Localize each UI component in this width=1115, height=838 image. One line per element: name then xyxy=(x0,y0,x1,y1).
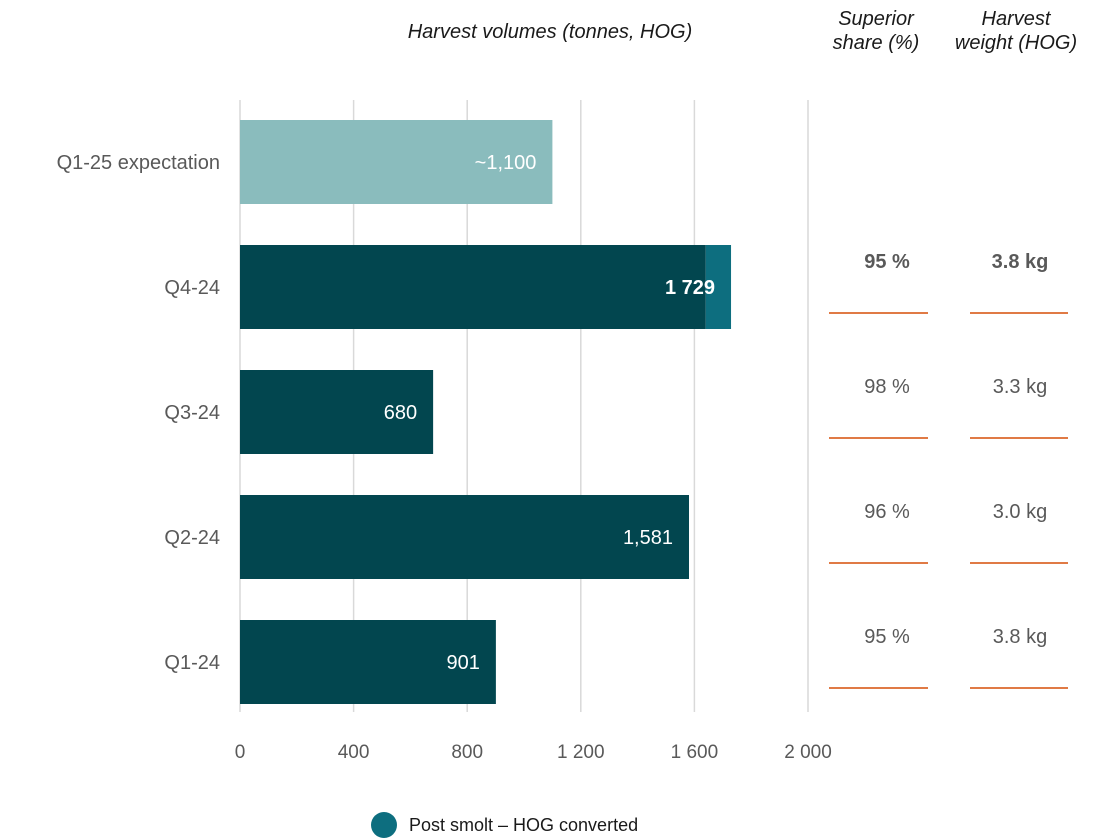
weight-header-line2: weight (HOG) xyxy=(954,32,1078,54)
superior-share-value: 95 % xyxy=(864,251,910,273)
data-label: 1,581 xyxy=(623,527,673,549)
harvest-weight-value: 3.8 kg xyxy=(993,626,1047,648)
x-tick-label: 1 200 xyxy=(557,742,605,763)
superior-share-value: 98 % xyxy=(864,376,910,398)
category-label: Q3-24 xyxy=(164,402,220,424)
data-label: 680 xyxy=(384,402,417,424)
harvest-weight-value: 3.0 kg xyxy=(993,501,1047,523)
bar xyxy=(240,370,434,454)
superior-header-line1: Superior xyxy=(838,8,914,30)
category-label: Q1-24 xyxy=(164,652,220,674)
superior-share-header: Superior share (%) xyxy=(816,7,936,55)
x-tick-label: 400 xyxy=(338,742,370,763)
category-label: Q2-24 xyxy=(164,527,220,549)
x-tick-label: 1 600 xyxy=(671,742,719,763)
data-label: ~1,100 xyxy=(475,152,537,174)
bar xyxy=(240,120,553,204)
category-label: Q1-25 expectation xyxy=(57,152,220,174)
legend-swatch-post-smolt xyxy=(371,812,397,838)
bar xyxy=(240,620,496,704)
superior-share-value: 95 % xyxy=(864,626,910,648)
superior-share-value: 96 % xyxy=(864,501,910,523)
harvest-weight-value: 3.3 kg xyxy=(993,376,1047,398)
harvest-weight-header: Harvest weight (HOG) xyxy=(926,7,1106,55)
legend-label-post-smolt: Post smolt – HOG converted xyxy=(409,814,639,835)
data-label: 901 xyxy=(447,652,480,674)
superior-header-line2: share (%) xyxy=(832,32,920,54)
bar xyxy=(240,495,690,579)
x-tick-label: 2 000 xyxy=(784,742,832,763)
bar xyxy=(240,245,706,329)
x-tick-label: 800 xyxy=(451,742,483,763)
weight-header-line1: Harvest xyxy=(981,8,1051,30)
volumes-header: Harvest volumes (tonnes, HOG) xyxy=(407,21,693,43)
legend: Post smolt – HOG converted xyxy=(371,812,638,838)
x-tick-label: 0 xyxy=(235,742,246,763)
harvest-weight-value: 3.8 kg xyxy=(992,251,1049,273)
data-label: 1 729 xyxy=(665,277,715,299)
bar-post-smolt xyxy=(705,245,732,329)
category-label: Q4-24 xyxy=(164,277,220,299)
